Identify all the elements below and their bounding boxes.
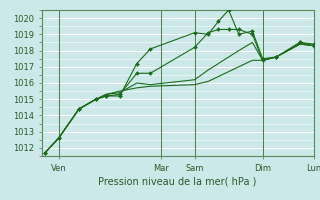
- X-axis label: Pression niveau de la mer( hPa ): Pression niveau de la mer( hPa ): [99, 177, 257, 187]
